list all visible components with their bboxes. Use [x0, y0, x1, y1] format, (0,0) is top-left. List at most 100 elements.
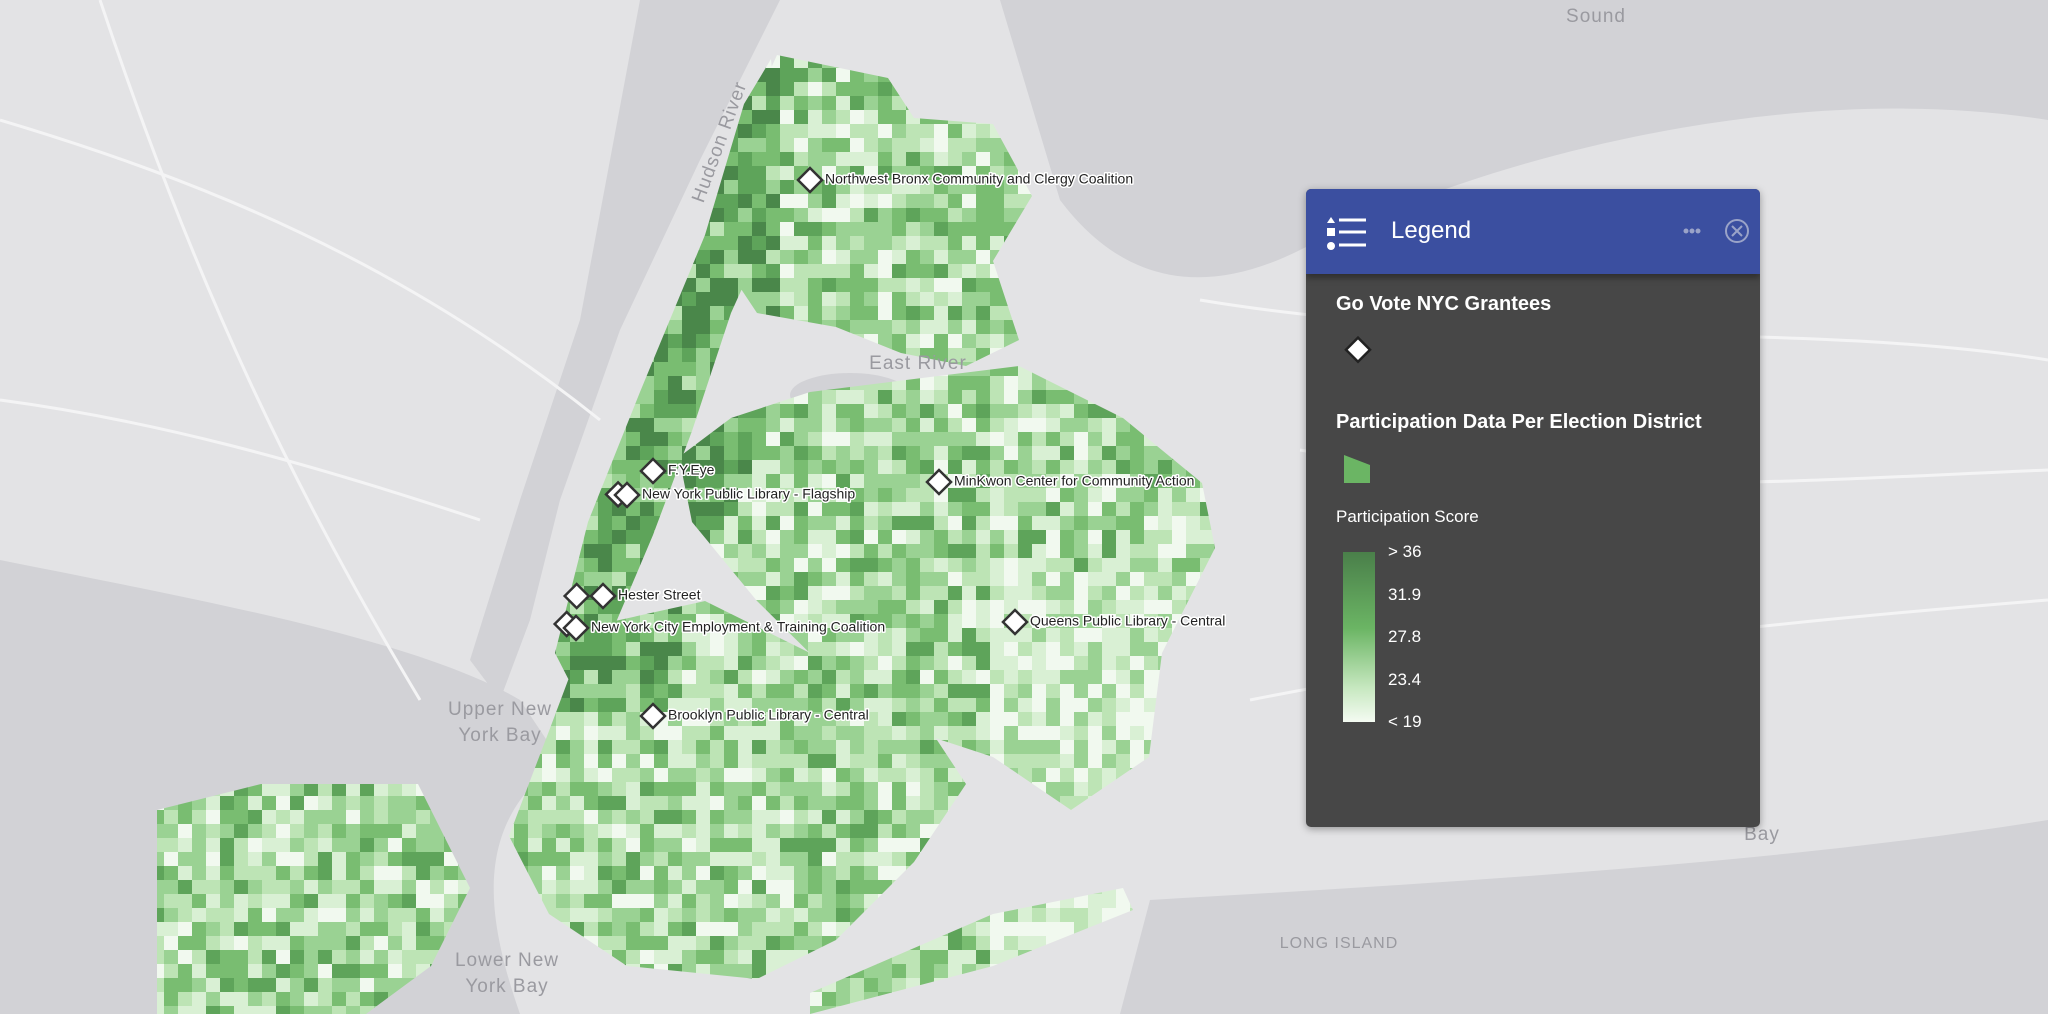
district [486, 376, 500, 390]
district [1018, 502, 1032, 516]
district [976, 55, 990, 68]
district [1102, 334, 1116, 348]
district [192, 348, 206, 362]
district [696, 600, 710, 614]
district [864, 740, 878, 754]
district [1130, 320, 1144, 334]
district [164, 236, 178, 250]
district [948, 250, 962, 264]
district [192, 82, 206, 96]
district [878, 894, 892, 908]
district [1144, 866, 1158, 880]
district [864, 180, 878, 194]
district [1228, 726, 1242, 740]
district [1130, 824, 1144, 838]
district [1102, 824, 1116, 838]
district [598, 740, 612, 754]
district [892, 460, 906, 474]
district [948, 670, 962, 684]
district [248, 922, 262, 936]
district [640, 768, 654, 782]
district [752, 236, 766, 250]
district [388, 586, 402, 600]
district [976, 740, 990, 754]
district [1186, 362, 1200, 376]
district [486, 96, 500, 110]
district [1172, 684, 1186, 698]
district [1060, 348, 1074, 362]
district [276, 96, 290, 110]
district [500, 124, 514, 138]
district [1046, 642, 1060, 656]
district [724, 334, 738, 348]
district [682, 628, 696, 642]
district [920, 55, 934, 68]
district [948, 712, 962, 726]
district [892, 68, 906, 82]
district [738, 474, 752, 488]
district [318, 782, 332, 796]
district [374, 166, 388, 180]
district [374, 292, 388, 306]
district [164, 55, 178, 68]
district [402, 908, 416, 922]
district [640, 292, 654, 306]
district [1102, 446, 1116, 460]
district [976, 446, 990, 460]
district [1046, 418, 1060, 432]
district [738, 334, 752, 348]
district [920, 460, 934, 474]
district [458, 82, 472, 96]
district [416, 866, 430, 880]
district [206, 446, 220, 460]
district [724, 628, 738, 642]
district [444, 40, 458, 54]
district [696, 558, 710, 572]
district [416, 334, 430, 348]
district [976, 488, 990, 502]
district [178, 152, 192, 166]
district [276, 250, 290, 264]
district [948, 124, 962, 138]
district [668, 446, 682, 460]
district [948, 810, 962, 824]
district [1074, 460, 1088, 474]
district [1172, 432, 1186, 446]
district [192, 306, 206, 320]
district [878, 642, 892, 656]
district [1130, 292, 1144, 306]
district [1214, 796, 1215, 810]
district [962, 502, 976, 516]
district [612, 866, 626, 880]
district [696, 782, 710, 796]
district [654, 866, 668, 880]
district [542, 824, 556, 838]
district [626, 544, 640, 558]
district [416, 320, 430, 334]
district [262, 138, 276, 152]
district [1200, 586, 1214, 600]
district [878, 55, 892, 68]
district [500, 208, 514, 222]
district [640, 670, 654, 684]
district [157, 292, 164, 306]
district [514, 852, 528, 866]
district [1046, 502, 1060, 516]
district [850, 642, 864, 656]
district [598, 558, 612, 572]
district [668, 670, 682, 684]
district [374, 922, 388, 936]
district [332, 908, 346, 922]
district [584, 558, 598, 572]
district [1074, 404, 1088, 418]
district [990, 894, 1004, 908]
district [570, 40, 584, 54]
district [542, 754, 556, 768]
district [584, 502, 598, 516]
district [626, 320, 640, 334]
district [374, 894, 388, 908]
district [304, 376, 318, 390]
district [780, 726, 794, 740]
district [430, 894, 444, 908]
